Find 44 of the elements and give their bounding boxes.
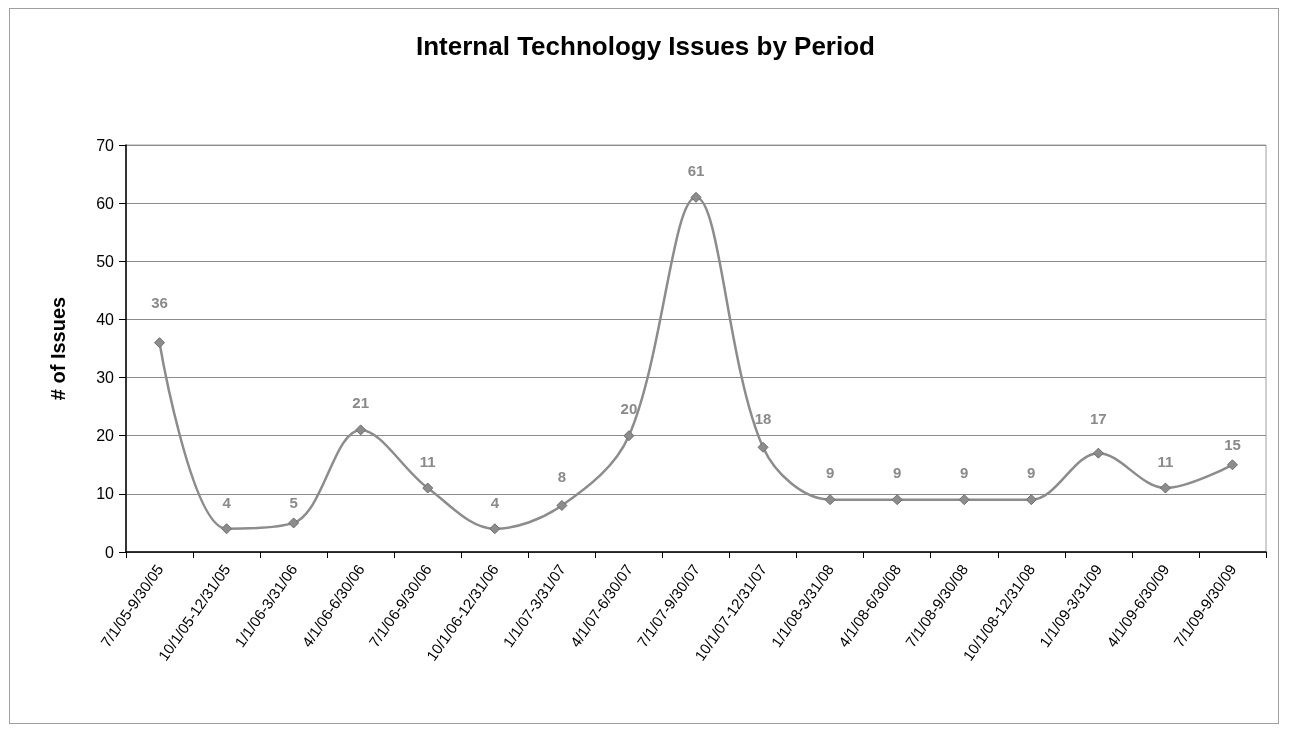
data-label: 61 xyxy=(687,161,705,179)
point xyxy=(958,494,970,506)
y-tick-label: 0 xyxy=(105,543,115,561)
data-label: 18 xyxy=(754,410,772,428)
y-tick-label: 50 xyxy=(96,252,115,270)
y-tick-label: 60 xyxy=(96,194,115,212)
point xyxy=(154,337,166,349)
point xyxy=(422,482,434,494)
point xyxy=(221,523,233,535)
point xyxy=(556,499,568,511)
data-label: 9 xyxy=(893,464,902,482)
y-axis-title: # of Issues xyxy=(47,296,69,401)
data-label: 15 xyxy=(1224,436,1241,454)
point xyxy=(288,517,300,529)
data-label: 9 xyxy=(960,464,969,482)
point xyxy=(355,424,367,436)
data-label: 4 xyxy=(490,494,500,512)
data-label: 36 xyxy=(151,293,168,311)
data-label: 5 xyxy=(289,494,298,512)
point xyxy=(1226,459,1238,471)
data-label: 4 xyxy=(222,494,232,512)
data-label: 8 xyxy=(557,468,567,486)
data-label: 9 xyxy=(1027,464,1036,482)
data-label: 11 xyxy=(419,452,436,470)
data-label: 21 xyxy=(352,394,370,412)
point xyxy=(1092,447,1104,459)
y-tick-label: 70 xyxy=(96,136,115,154)
point xyxy=(757,441,769,453)
point xyxy=(623,430,635,442)
point xyxy=(489,523,501,535)
y-tick-label: 30 xyxy=(96,369,115,387)
data-label: 17 xyxy=(1090,410,1107,428)
point xyxy=(824,494,836,506)
y-tick-label: 40 xyxy=(96,310,115,328)
point xyxy=(1159,482,1171,494)
data-label: 20 xyxy=(620,400,638,418)
point xyxy=(690,191,702,203)
data-label: 9 xyxy=(825,464,835,482)
y-tick-label: 10 xyxy=(96,485,115,503)
chart-title: Internal Technology Issues by Period xyxy=(416,31,875,61)
y-tick-label: 20 xyxy=(96,427,115,445)
data-label: 11 xyxy=(1157,452,1174,470)
point xyxy=(1025,494,1037,506)
point xyxy=(891,494,903,506)
